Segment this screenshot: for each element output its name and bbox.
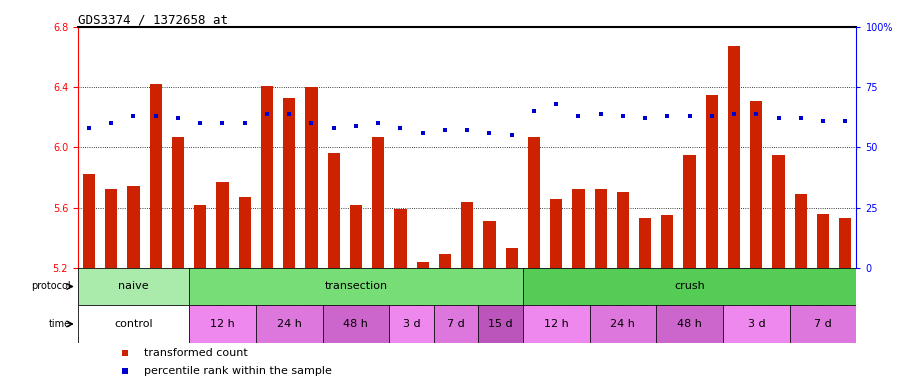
Bar bbox=[523, 305, 590, 343]
Bar bbox=[434, 305, 478, 343]
Bar bbox=[328, 153, 340, 268]
Bar bbox=[478, 305, 523, 343]
Text: 12 h: 12 h bbox=[210, 319, 234, 329]
Bar bbox=[417, 262, 429, 268]
Bar bbox=[389, 305, 434, 343]
Text: time: time bbox=[49, 319, 71, 329]
Bar bbox=[817, 214, 829, 268]
Bar bbox=[189, 305, 256, 343]
Bar bbox=[105, 189, 117, 268]
Text: protocol: protocol bbox=[31, 281, 71, 291]
Bar bbox=[790, 305, 856, 343]
Bar bbox=[839, 218, 852, 268]
Bar bbox=[216, 182, 229, 268]
Text: transformed count: transformed count bbox=[144, 348, 248, 358]
Text: transection: transection bbox=[324, 281, 387, 291]
Text: 3 d: 3 d bbox=[747, 319, 765, 329]
Bar bbox=[194, 205, 206, 268]
Text: 48 h: 48 h bbox=[344, 319, 368, 329]
Text: 24 h: 24 h bbox=[277, 319, 301, 329]
Bar bbox=[172, 137, 184, 268]
Bar bbox=[283, 98, 295, 268]
Bar bbox=[656, 305, 723, 343]
Bar bbox=[661, 215, 673, 268]
Bar bbox=[723, 305, 790, 343]
Text: 24 h: 24 h bbox=[610, 319, 636, 329]
Text: percentile rank within the sample: percentile rank within the sample bbox=[144, 366, 332, 376]
Bar bbox=[82, 174, 95, 268]
Text: 7 d: 7 d bbox=[447, 319, 465, 329]
Bar bbox=[484, 221, 496, 268]
Text: GDS3374 / 1372658_at: GDS3374 / 1372658_at bbox=[78, 13, 228, 26]
Bar bbox=[683, 155, 696, 268]
Bar bbox=[506, 248, 518, 268]
Bar bbox=[189, 268, 523, 305]
Text: 3 d: 3 d bbox=[403, 319, 420, 329]
Bar bbox=[305, 87, 318, 268]
Bar bbox=[394, 209, 407, 268]
Bar bbox=[523, 268, 856, 305]
Bar bbox=[750, 101, 762, 268]
Bar bbox=[550, 199, 562, 268]
Bar bbox=[238, 197, 251, 268]
Bar bbox=[149, 84, 162, 268]
Bar bbox=[590, 305, 656, 343]
Bar bbox=[795, 194, 807, 268]
Bar bbox=[528, 137, 540, 268]
Bar bbox=[322, 305, 389, 343]
Bar bbox=[439, 254, 451, 268]
Text: 7 d: 7 d bbox=[814, 319, 832, 329]
Bar bbox=[705, 94, 718, 268]
Text: control: control bbox=[114, 319, 153, 329]
Bar bbox=[78, 305, 189, 343]
Bar bbox=[372, 137, 385, 268]
Bar bbox=[127, 187, 139, 268]
Text: naive: naive bbox=[118, 281, 148, 291]
Text: crush: crush bbox=[674, 281, 705, 291]
Text: 48 h: 48 h bbox=[677, 319, 702, 329]
Bar bbox=[256, 305, 322, 343]
Bar bbox=[261, 86, 273, 268]
Bar bbox=[594, 189, 606, 268]
Text: 12 h: 12 h bbox=[544, 319, 569, 329]
Bar bbox=[639, 218, 651, 268]
Bar bbox=[728, 46, 740, 268]
Bar bbox=[461, 202, 474, 268]
Bar bbox=[572, 189, 584, 268]
Bar bbox=[350, 205, 362, 268]
Bar bbox=[772, 155, 785, 268]
Bar bbox=[616, 192, 629, 268]
Text: 15 d: 15 d bbox=[488, 319, 513, 329]
Bar bbox=[78, 268, 189, 305]
